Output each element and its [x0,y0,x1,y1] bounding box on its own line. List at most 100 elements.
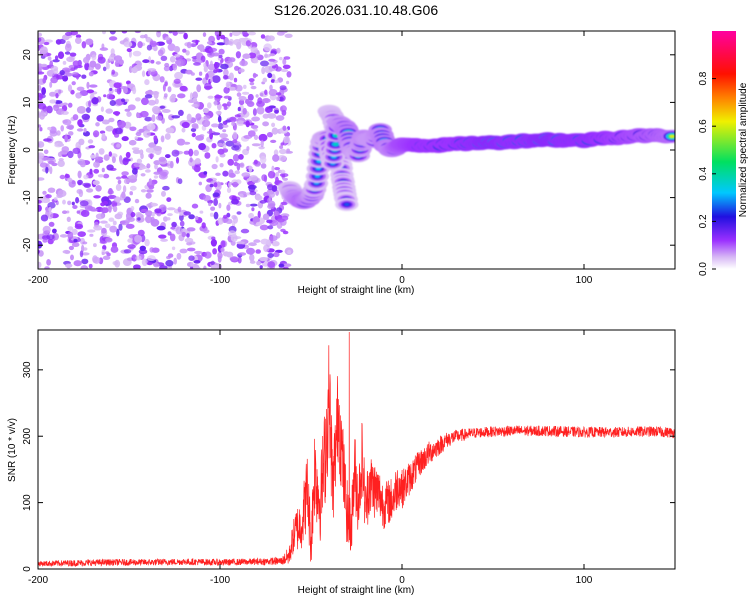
noise-blob [111,69,115,75]
noise-blob [234,65,240,71]
noise-blob [79,90,89,96]
noise-blob [162,84,166,92]
noise-blob [52,59,60,63]
noise-blob [167,86,172,93]
noise-blob [86,188,94,193]
noise-blob [252,108,257,116]
noise-blob [211,163,218,170]
noise-blob [145,210,153,217]
noise-blob [151,91,160,95]
noise-blob [139,245,146,251]
noise-blob [216,181,221,187]
noise-blob [132,149,141,154]
noise-blob [261,66,266,75]
snr-ytick-label: 0 [22,566,33,572]
noise-blob [283,136,290,144]
noise-blob [243,84,247,89]
noise-blob [268,191,276,198]
noise-blob [186,113,192,122]
noise-blob [62,199,66,205]
noise-blob [112,261,119,266]
noise-blob [223,214,228,219]
noise-blob [95,185,102,192]
noise-blob [233,77,238,83]
noise-blob [164,133,171,140]
noise-blob [100,106,104,112]
noise-blob [165,259,174,267]
noise-blob [140,153,144,160]
noise-blob [222,74,229,80]
noise-blob [101,167,105,173]
noise-blob [183,150,190,155]
noise-blob [126,111,132,117]
noise-blob [73,238,78,243]
noise-blob [125,223,135,229]
noise-blob [38,124,42,128]
noise-blob [236,120,245,126]
noise-blob [203,265,207,269]
noise-blob [273,251,280,258]
noise-blob [146,261,153,266]
noise-blob [110,246,119,253]
noise-blob [255,94,259,98]
noise-blob [224,37,230,46]
heatmap-xtick-label: -100 [210,275,230,286]
noise-blob [93,225,103,231]
noise-blob [253,128,258,132]
noise-blob [97,53,104,61]
noise-blob [144,238,150,247]
noise-blob [208,128,213,134]
noise-blob [81,113,91,120]
noise-blob [213,100,218,106]
noise-blob [118,223,123,231]
noise-region [38,31,294,269]
noise-blob [192,266,201,269]
noise-blob [131,254,138,262]
noise-blob [219,163,224,168]
noise-blob [227,158,234,166]
noise-blob [128,139,137,146]
noise-blob [190,72,195,76]
noise-blob [56,74,60,80]
noise-blob [69,52,77,57]
noise-blob [279,31,288,34]
noise-blob [226,101,232,107]
noise-blob [264,89,268,96]
noise-blob [66,216,71,222]
noise-blob [61,146,70,153]
noise-blob [38,37,42,43]
noise-blob [153,145,163,152]
noise-blob [247,93,254,101]
noise-blob [144,94,153,99]
noise-blob [103,173,110,179]
colorbar-tick-label: 0.6 [698,119,709,133]
noise-blob [151,212,155,217]
noise-blob [272,154,280,162]
noise-blob [121,98,125,102]
noise-blob [70,254,74,261]
noise-blob [43,138,52,142]
noise-blob [279,145,284,150]
noise-blob [71,242,80,247]
noise-blob [173,46,181,53]
noise-blob [241,172,251,178]
noise-blob [263,174,268,183]
noise-blob [259,265,263,269]
noise-blob [88,263,93,269]
noise-blob [151,105,161,114]
noise-blob [218,202,222,209]
noise-blob [151,150,157,154]
noise-blob [242,31,248,36]
noise-blob [263,43,272,52]
noise-blob [262,121,269,127]
noise-blob [195,77,203,81]
snr-ytick-label: 200 [22,427,33,444]
noise-blob [282,263,292,268]
noise-blob [204,152,211,159]
noise-blob [122,185,127,193]
noise-blob [218,54,223,59]
noise-blob [268,58,276,62]
noise-blob [154,163,158,170]
colorbar-tick-label: 0.0 [698,262,709,276]
noise-blob [275,115,285,121]
